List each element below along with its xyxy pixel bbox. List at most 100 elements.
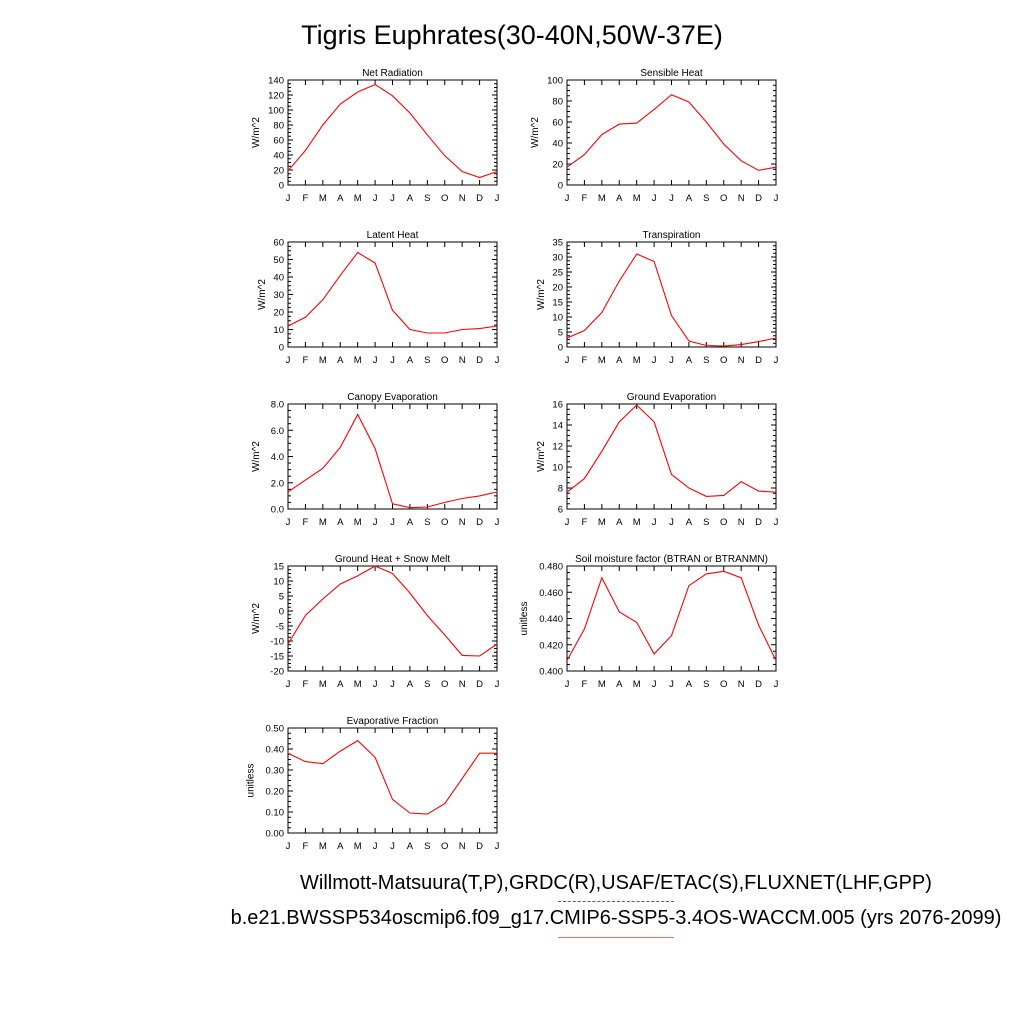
x-tick-label: J [373,841,378,852]
x-tick-label: A [337,193,344,204]
x-tick-label: M [319,193,327,204]
y-tick-label: -5 [276,622,284,633]
series-line [566,404,777,497]
y-tick-label: 0.420 [539,640,563,651]
x-tick-label: M [633,679,641,690]
series-line [566,570,777,661]
y-axis-label: W/m^2 [536,279,547,310]
y-tick-label: -15 [270,652,284,663]
panel-title: Ground Evaporation [627,392,717,403]
x-tick-label: S [424,355,430,366]
y-tick-label: 40 [273,273,284,284]
y-tick-label: 0 [279,343,284,354]
x-tick-label: J [495,193,500,204]
x-tick-label: M [354,193,362,204]
plot-frame [566,565,777,672]
x-tick-label: M [598,517,606,528]
series-line [287,251,498,334]
y-tick-label: 140 [268,76,284,87]
x-tick-label: J [774,679,779,690]
x-tick-label: N [459,517,466,528]
plot-frame [287,403,498,510]
y-tick-label: 0.40 [266,745,285,756]
y-tick-label: 15 [273,562,284,573]
series-line [566,253,777,347]
y-tick-label: 120 [268,91,284,102]
x-tick-label: J [565,517,570,528]
x-tick-label: M [354,355,362,366]
y-tick-label: 60 [273,238,284,249]
y-tick-label: 2.0 [271,478,284,489]
x-tick-label: M [598,679,606,690]
x-tick-label: M [354,517,362,528]
y-tick-label: 40 [273,151,284,162]
y-tick-label: 0.480 [539,562,563,573]
footer-observations-text: Willmott-Matsuura(T,P),GRDC(R),USAF/ETAC… [300,872,932,894]
x-tick-label: J [373,193,378,204]
x-tick-label: J [565,355,570,366]
x-tick-label: S [424,517,430,528]
panel-title: Transpiration [643,230,701,241]
panel-title: Evaporative Fraction [347,716,439,727]
y-tick-label: 0.50 [266,724,285,735]
x-tick-label: J [495,679,500,690]
x-tick-label: O [441,517,448,528]
y-tick-label: 10 [273,577,284,588]
y-tick-label: 10 [273,325,284,336]
y-tick-label: 0 [279,607,284,618]
x-tick-label: J [774,517,779,528]
panel-transpiration: J F M A M J J A S O N D J05101520253035Transpiration… [536,230,779,366]
x-tick-label: A [686,679,693,690]
x-tick-label: J [669,679,674,690]
x-tick-label: O [441,193,448,204]
x-tick-label: A [686,517,693,528]
y-tick-label: 80 [552,97,563,108]
x-tick-label: J [390,841,395,852]
x-tick-label: J [669,193,674,204]
series-line [287,83,498,179]
y-tick-label: 4.0 [271,452,284,463]
x-tick-label: O [720,355,727,366]
panel-title: Net Radiation [362,68,423,79]
y-tick-label: 8 [558,484,563,495]
series-line [287,565,498,657]
x-tick-label: J [669,355,674,366]
x-tick-label: M [633,355,641,366]
y-axis-label: unitless [519,602,530,636]
y-tick-label: 0.440 [539,614,563,625]
x-tick-label: J [652,517,657,528]
x-tick-label: A [616,679,623,690]
x-tick-label: A [616,517,623,528]
x-tick-label: N [459,193,466,204]
x-tick-label: J [286,679,291,690]
y-tick-label: 30 [552,253,563,264]
x-tick-label: O [720,679,727,690]
y-tick-label: 6.0 [271,426,284,437]
y-axis-label: W/m^2 [251,117,262,148]
y-axis-label: W/m^2 [536,441,547,472]
x-tick-label: A [686,355,693,366]
x-tick-label: F [303,355,309,366]
x-tick-label: N [459,841,466,852]
x-tick-label: A [407,517,414,528]
x-tick-label: A [616,355,623,366]
y-tick-label: 60 [552,118,563,129]
x-tick-label: J [390,193,395,204]
y-tick-label: 20 [552,283,563,294]
plot-frame [566,79,777,186]
y-tick-label: 5 [558,328,563,339]
x-tick-label: F [582,355,588,366]
x-tick-label: J [495,355,500,366]
x-tick-label: N [459,355,466,366]
x-tick-label: M [598,355,606,366]
x-tick-label: S [703,355,709,366]
x-tick-label: M [598,193,606,204]
y-tick-label: 30 [273,290,284,301]
y-tick-label: 100 [547,76,563,87]
x-tick-label: F [303,517,309,528]
series-line [287,413,498,509]
